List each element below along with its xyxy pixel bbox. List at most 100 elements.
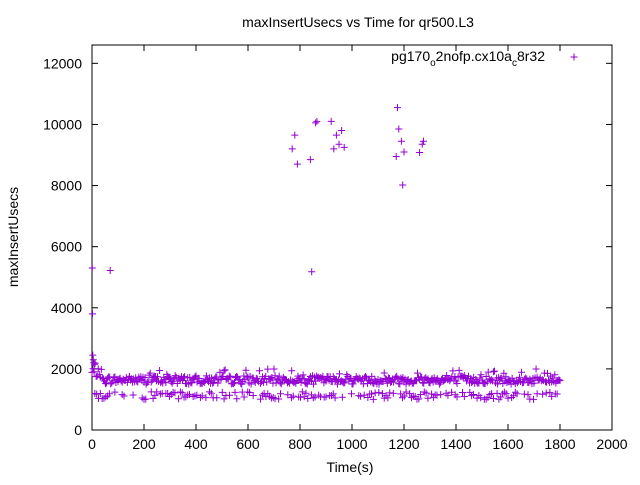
data-point-outlier (338, 127, 346, 135)
plot-frame (91, 44, 613, 431)
y-tick-label: 10000 (43, 116, 82, 132)
data-point (553, 390, 561, 398)
data-point-outlier (400, 148, 408, 156)
data-point (396, 380, 404, 388)
data-point (444, 391, 452, 399)
data-point (302, 389, 310, 397)
data-point (90, 368, 98, 376)
data-point (120, 392, 128, 400)
data-point (546, 388, 554, 396)
data-point-outlier (306, 156, 314, 164)
data-point (220, 367, 228, 375)
data-point (315, 391, 323, 399)
data-point (202, 394, 210, 402)
data-point (490, 367, 498, 375)
data-point (513, 390, 521, 398)
data-point (132, 374, 140, 382)
data-point (292, 379, 300, 387)
data-point (493, 389, 501, 397)
data-point (213, 394, 221, 402)
y-tick-label: 2000 (51, 361, 82, 377)
data-point (424, 394, 432, 402)
data-point (428, 390, 436, 398)
x-tick-label: 1400 (440, 436, 471, 452)
data-point (142, 395, 150, 403)
data-point (242, 366, 250, 374)
data-point (460, 393, 468, 401)
data-point (508, 394, 516, 402)
data-point (229, 380, 237, 388)
data-point (349, 380, 357, 388)
data-point (466, 388, 474, 396)
data-point (284, 391, 292, 399)
x-tick-label: 0 (88, 436, 96, 452)
data-point (453, 380, 461, 388)
data-point (422, 389, 430, 397)
data-point (195, 374, 203, 382)
data-point (504, 394, 512, 402)
data-point (415, 395, 423, 403)
data-point (96, 389, 104, 397)
data-point (459, 388, 466, 396)
data-point (389, 389, 397, 397)
data-point (329, 390, 337, 398)
data-point (154, 373, 162, 381)
data-point (181, 373, 189, 381)
data-point (400, 392, 408, 400)
data-point (193, 378, 201, 386)
data-point (230, 378, 238, 386)
data-point (357, 392, 365, 400)
data-point (289, 392, 297, 400)
data-point (384, 374, 392, 382)
data-point (420, 388, 428, 396)
data-point (93, 390, 101, 398)
data-point (184, 391, 192, 399)
data-point-outlier (313, 117, 321, 125)
data-point (526, 375, 534, 383)
data-point-outlier (394, 104, 401, 112)
data-point-outlier (399, 181, 407, 189)
data-point (111, 388, 119, 396)
data-point-outlier (291, 131, 299, 139)
data-point (307, 391, 315, 399)
data-point (437, 391, 445, 399)
data-point (171, 389, 179, 397)
legend-label: pg170o2nofp.cx10ac8r32 (391, 48, 545, 69)
data-point (453, 393, 461, 401)
data-point (188, 379, 196, 387)
data-point (360, 391, 368, 399)
data-point (169, 388, 177, 396)
data-point (266, 392, 274, 400)
data-point (166, 373, 174, 381)
x-tick-label: 600 (236, 436, 260, 452)
data-point (225, 372, 233, 380)
data-point (244, 388, 252, 396)
y-tick-label: 12000 (43, 55, 82, 71)
data-point-outlier (88, 264, 96, 272)
data-point (369, 395, 377, 403)
data-point (539, 390, 547, 398)
data-point (198, 392, 206, 400)
data-point-outlier (89, 356, 97, 364)
data-point (216, 368, 224, 376)
data-point (149, 394, 157, 402)
data-point (297, 379, 305, 387)
data-point (518, 368, 526, 376)
data-point-outlier (308, 268, 316, 276)
data-point (186, 390, 193, 398)
data-point (246, 389, 254, 397)
data-point (322, 377, 330, 385)
data-point (235, 376, 243, 384)
y-axis-label: maxInsertUsecs (5, 187, 21, 287)
x-tick-label: 400 (184, 436, 208, 452)
data-point (182, 393, 190, 401)
data-point (153, 388, 161, 396)
data-point (94, 365, 102, 373)
data-point (304, 394, 312, 402)
data-point (97, 365, 105, 373)
data-point (143, 379, 151, 387)
data-point (383, 379, 391, 387)
x-tick-label: 200 (132, 436, 156, 452)
data-point (161, 376, 169, 384)
data-point (226, 391, 234, 399)
